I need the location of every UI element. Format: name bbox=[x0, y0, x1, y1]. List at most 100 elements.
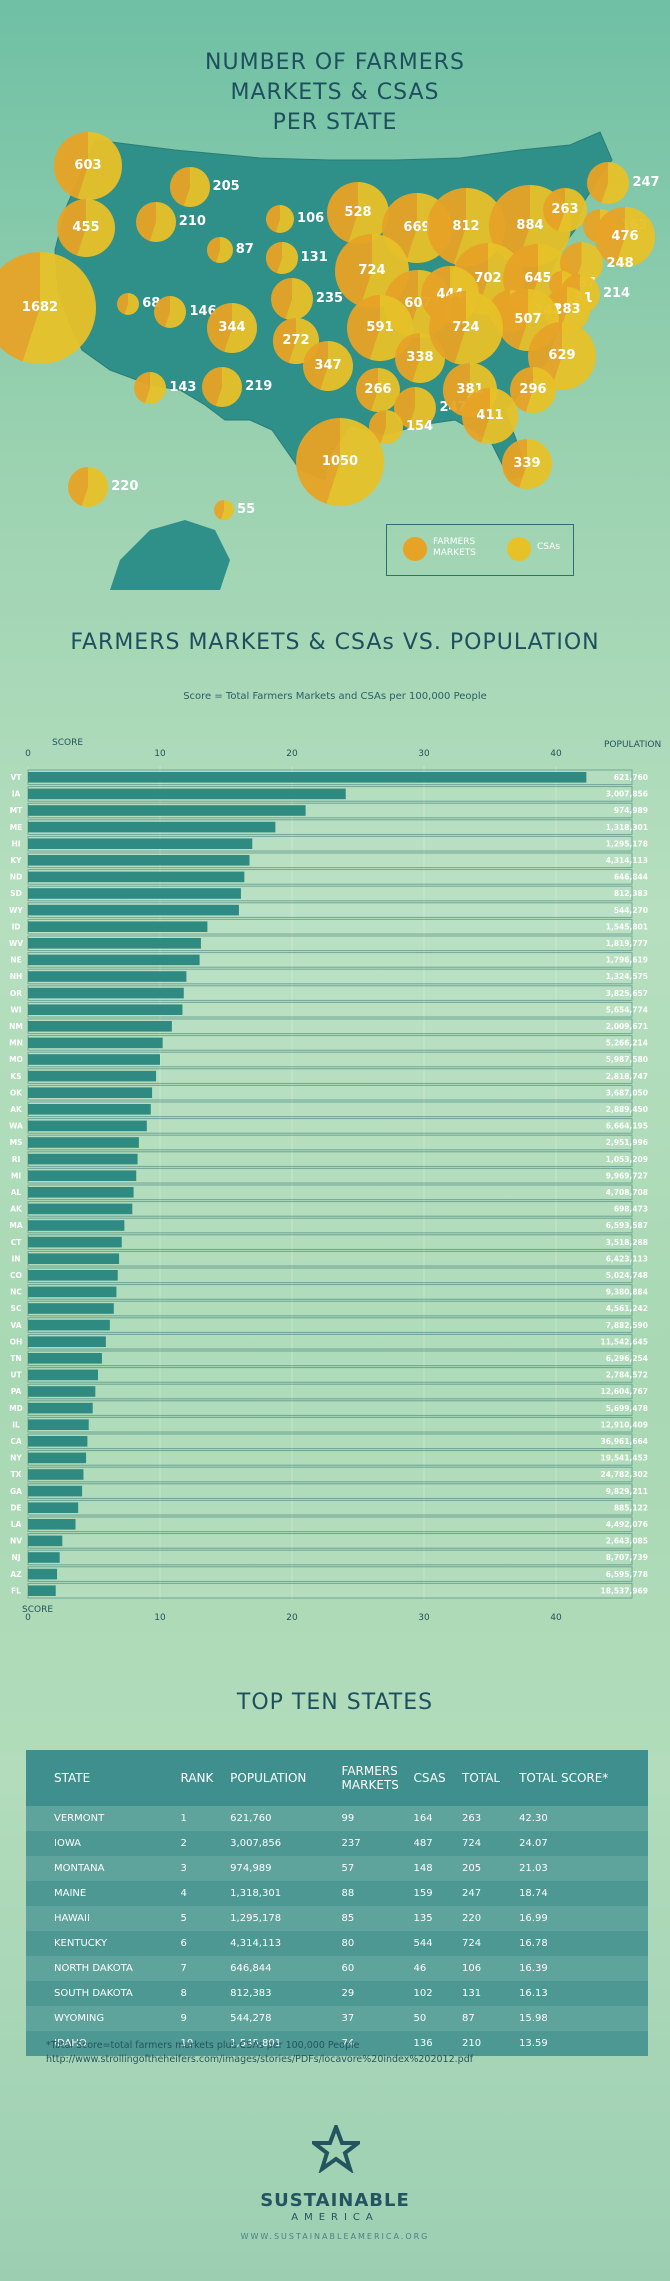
population-value-label: 2,784,572 bbox=[606, 1371, 648, 1380]
table-cell: 210 bbox=[461, 2031, 519, 2056]
bar bbox=[28, 1037, 163, 1049]
state-bubble bbox=[136, 202, 176, 242]
state-total-label: 1682 bbox=[21, 300, 59, 315]
population-value-label: 3,518,288 bbox=[606, 1238, 648, 1247]
map-title: NUMBER OF FARMERS MARKETS & CSAS PER STA… bbox=[0, 48, 670, 138]
table-row: KENTUCKY 6 4,314,113 80 544 724 16.78 bbox=[26, 1931, 648, 1956]
table-cell: MONTANA bbox=[26, 1856, 180, 1881]
population-value-label: 9,969,727 bbox=[606, 1171, 648, 1180]
state-total-label: 248 bbox=[606, 256, 634, 271]
bar bbox=[28, 1004, 183, 1015]
state-total-label: 219 bbox=[245, 379, 273, 394]
bar bbox=[28, 1236, 122, 1248]
state-total-label: 263 bbox=[551, 202, 579, 217]
state-total-label: 247 bbox=[632, 175, 660, 190]
table-cell: 37 bbox=[340, 2006, 413, 2031]
state-bubble bbox=[429, 291, 503, 365]
bar bbox=[28, 1120, 147, 1132]
x-tick-label-top: 20 bbox=[286, 749, 298, 759]
state-category-label: WI bbox=[10, 1005, 21, 1014]
population-value-label: 4,561,242 bbox=[606, 1304, 648, 1313]
state-category-label: VA bbox=[10, 1321, 21, 1330]
population-value-label: 812,383 bbox=[614, 889, 648, 898]
population-value-label: 9,380,884 bbox=[606, 1288, 648, 1297]
map-legend: FARMERS MARKETS CSAs bbox=[386, 524, 574, 576]
bar bbox=[28, 1054, 160, 1065]
state-total-label: 344 bbox=[218, 320, 246, 335]
state-category-label: DE bbox=[10, 1503, 21, 1512]
table-cell: 13.59 bbox=[518, 2031, 648, 2056]
table-cell: 1,545,801 bbox=[229, 2031, 341, 2056]
state-category-label: KY bbox=[10, 856, 22, 865]
state-bubble bbox=[595, 207, 655, 267]
population-value-label: 18,537,969 bbox=[601, 1586, 648, 1595]
state-category-label: VT bbox=[11, 773, 23, 782]
table-cell: 812,383 bbox=[229, 1981, 341, 2006]
state-total-label: 645 bbox=[524, 271, 552, 286]
state-category-label: NH bbox=[10, 972, 23, 981]
table-row: IDAHO 10 1,545,801 74 136 210 13.59 bbox=[26, 2031, 648, 2056]
bar-row-bg bbox=[27, 1284, 633, 1300]
state-category-label: GA bbox=[10, 1487, 22, 1496]
bar bbox=[28, 1336, 106, 1347]
table-cell: HAWAII bbox=[26, 1906, 180, 1931]
table-cell: 1,318,301 bbox=[229, 1881, 341, 1906]
state-total-label: 669 bbox=[403, 220, 431, 235]
table-cell: 74 bbox=[340, 2031, 413, 2056]
state-total-label: 724 bbox=[358, 263, 386, 278]
table-cell: 18.74 bbox=[518, 1881, 648, 1906]
source-link[interactable]: http://www.strollingoftheheifers.com/ima… bbox=[46, 2054, 474, 2065]
table-cell: 974,989 bbox=[229, 1856, 341, 1881]
bar-row-bg bbox=[27, 1566, 633, 1582]
table-cell: 87 bbox=[461, 2006, 519, 2031]
bar bbox=[28, 904, 239, 916]
bar bbox=[28, 1452, 87, 1464]
state-category-label: AK bbox=[10, 1105, 23, 1114]
state-bubble bbox=[54, 132, 122, 200]
state-category-label: CA bbox=[10, 1437, 22, 1446]
state-total-label: 210 bbox=[178, 214, 206, 229]
table-cell: 2 bbox=[179, 1831, 230, 1856]
population-value-label: 6,296,254 bbox=[606, 1354, 648, 1363]
state-bubble bbox=[302, 340, 354, 392]
state-total-label: 347 bbox=[314, 358, 342, 373]
state-bubble bbox=[207, 237, 233, 263]
population-value-label: 2,643,085 bbox=[606, 1537, 648, 1546]
table-cell: 24.07 bbox=[518, 1831, 648, 1856]
population-value-label: 2,889,450 bbox=[606, 1105, 648, 1114]
bar bbox=[28, 1319, 110, 1331]
x-axis-label-top: SCORE bbox=[52, 738, 84, 748]
footnote: *Total Score=total farmers markets plus … bbox=[46, 2040, 360, 2051]
population-value-label: 5,266,214 bbox=[606, 1039, 648, 1048]
brand-url[interactable]: WWW.SUSTAINABLEAMERICA.ORG bbox=[240, 2232, 430, 2241]
bar bbox=[28, 1070, 157, 1082]
chart-title: FARMERS MARKETS & CSAs VS. POPULATION bbox=[0, 628, 670, 658]
state-bubble bbox=[586, 161, 630, 205]
bar bbox=[28, 1568, 58, 1580]
state-total-label: 455 bbox=[72, 220, 100, 235]
state-category-label: ND bbox=[10, 873, 23, 882]
state-total-label: 205 bbox=[212, 179, 240, 194]
state-category-label: MA bbox=[9, 1221, 22, 1230]
bar bbox=[28, 1303, 114, 1314]
table-cell: 1 bbox=[179, 1806, 230, 1831]
table-row: IOWA 2 3,007,856 237 487 724 24.07 bbox=[26, 1831, 648, 1856]
table-cell: 205 bbox=[461, 1856, 519, 1881]
state-category-label: NC bbox=[10, 1288, 22, 1297]
population-value-label: 646,844 bbox=[614, 873, 648, 882]
table-cell: 88 bbox=[340, 1881, 413, 1906]
state-bubble bbox=[56, 198, 116, 258]
table-cell: 6 bbox=[179, 1931, 230, 1956]
state-category-label: OH bbox=[10, 1337, 23, 1346]
bar-row-bg bbox=[27, 1549, 633, 1566]
population-value-label: 5,699,478 bbox=[606, 1404, 648, 1413]
x-tick-label-bottom: 0 bbox=[25, 1613, 31, 1623]
population-value-label: 544,270 bbox=[614, 906, 648, 915]
state-total-label: 154 bbox=[405, 419, 434, 434]
csas-swatch bbox=[507, 537, 531, 561]
table-cell: 21.03 bbox=[518, 1856, 648, 1881]
state-category-label: TX bbox=[11, 1470, 22, 1479]
population-value-label: 6,595,778 bbox=[606, 1570, 648, 1579]
population-value-label: 1,053,209 bbox=[606, 1155, 648, 1164]
state-total-label: 528 bbox=[344, 205, 372, 220]
